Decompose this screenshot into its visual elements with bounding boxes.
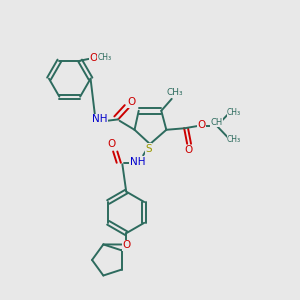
Text: CH: CH — [210, 118, 222, 127]
Text: O: O — [198, 120, 206, 130]
Text: O: O — [184, 145, 193, 155]
Text: O: O — [127, 97, 135, 107]
Text: CH₃: CH₃ — [167, 88, 183, 97]
Text: O: O — [108, 139, 116, 149]
Text: S: S — [145, 143, 152, 154]
Text: NH: NH — [92, 114, 107, 124]
Text: O: O — [90, 53, 98, 63]
Text: CH₃: CH₃ — [98, 52, 112, 62]
Text: O: O — [123, 240, 131, 250]
Text: CH₃: CH₃ — [227, 108, 241, 117]
Text: NH: NH — [130, 157, 145, 167]
Text: CH₃: CH₃ — [227, 135, 241, 144]
